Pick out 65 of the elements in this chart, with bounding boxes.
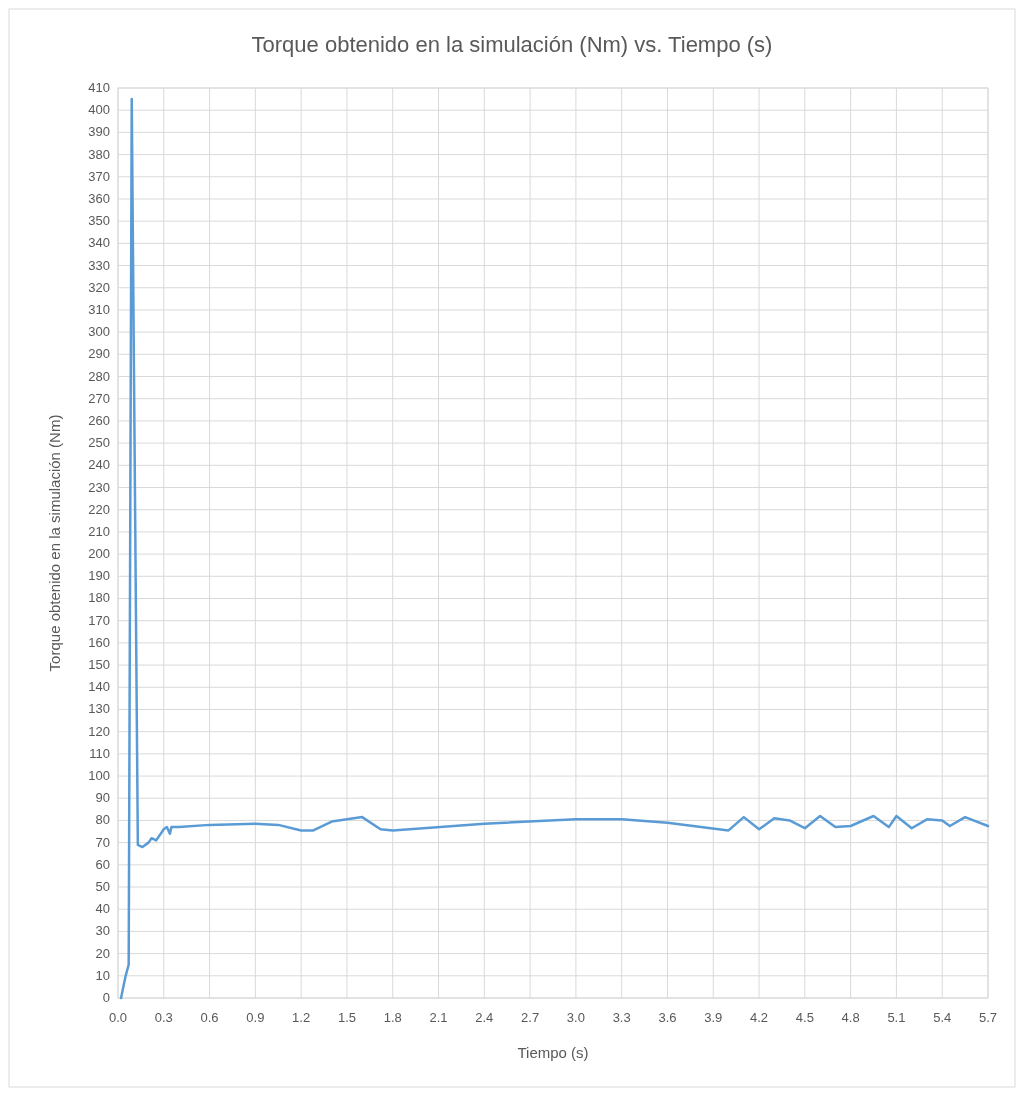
x-tick-label: 5.7: [978, 1010, 998, 1025]
y-tick-label: 70: [95, 834, 110, 850]
y-tick-label: 170: [88, 612, 110, 628]
x-tick-label: 4.8: [841, 1010, 860, 1025]
y-tick-label: 270: [88, 390, 110, 406]
y-tick-label: 320: [88, 279, 110, 295]
x-tick-label: 3.9: [704, 1010, 723, 1025]
x-tick-label: 3.6: [658, 1010, 677, 1025]
y-tick-label: 280: [88, 368, 110, 384]
y-tick-label: 90: [95, 790, 110, 806]
x-tick-label: 4.5: [795, 1010, 814, 1025]
x-tick-label: 1.2: [292, 1010, 311, 1025]
x-tick-label: 3.0: [566, 1010, 585, 1025]
y-tick-label: 220: [88, 501, 110, 517]
y-tick-label: 380: [88, 146, 110, 162]
y-tick-label: 130: [88, 701, 110, 717]
y-tick-label: 20: [95, 945, 110, 961]
y-tick-label: 120: [88, 723, 110, 739]
y-tick-label: 300: [88, 324, 110, 340]
y-tick-label: 370: [88, 168, 110, 184]
y-axis-title: Torque obtenido en la simulación (Nm): [46, 414, 63, 672]
y-tick-label: 310: [88, 301, 110, 317]
y-tick-label: 400: [88, 102, 110, 118]
y-tick-label: 140: [88, 679, 110, 695]
y-tick-label: 50: [95, 879, 110, 895]
x-tick-label: 0.9: [246, 1010, 265, 1025]
x-tick-label: 5.1: [887, 1010, 906, 1025]
x-tick-label: 2.1: [429, 1010, 448, 1025]
y-tick-label: 410: [88, 80, 110, 95]
y-tick-label: 180: [88, 590, 110, 606]
y-tick-label: 390: [88, 124, 110, 140]
y-tick-label: 330: [88, 257, 110, 273]
x-tick-label: 1.5: [337, 1010, 356, 1025]
x-tick-label: 2.7: [521, 1010, 540, 1025]
y-tick-label: 30: [95, 923, 110, 939]
y-tick-label: 350: [88, 213, 110, 229]
x-tick-label: 0.0: [108, 1010, 128, 1025]
x-tick-label: 2.4: [475, 1010, 494, 1025]
y-tick-label: 0: [102, 990, 110, 1005]
y-tick-label: 190: [88, 568, 110, 584]
chart-title: Torque obtenido en la simulación (Nm) vs. Tiempo (s): [251, 32, 773, 57]
y-tick-label: 230: [88, 479, 110, 495]
y-tick-label: 60: [95, 856, 110, 872]
y-tick-label: 80: [95, 812, 110, 828]
y-tick-label: 40: [95, 901, 110, 917]
y-tick-label: 340: [88, 235, 110, 251]
y-tick-label: 290: [88, 346, 110, 362]
y-tick-label: 250: [88, 435, 110, 451]
y-tick-label: 240: [88, 457, 110, 473]
y-tick-label: 110: [89, 745, 110, 761]
y-tick-label: 10: [95, 967, 110, 983]
x-tick-label: 3.3: [612, 1010, 631, 1025]
y-tick-label: 160: [88, 634, 110, 650]
y-tick-label: 360: [88, 190, 110, 206]
x-tick-label: 0.3: [154, 1010, 173, 1025]
y-tick-label: 260: [88, 412, 110, 428]
x-tick-label: 5.4: [933, 1010, 952, 1025]
x-tick-label: 4.2: [750, 1010, 769, 1025]
y-tick-label: 200: [88, 546, 110, 562]
y-tick-label: 150: [88, 657, 110, 673]
x-tick-label: 1.8: [383, 1010, 402, 1025]
y-tick-label: 210: [88, 523, 110, 539]
x-tick-label: 0.6: [200, 1010, 219, 1025]
x-axis-title: Tiempo (s): [517, 1044, 589, 1061]
y-tick-label: 100: [88, 768, 110, 784]
